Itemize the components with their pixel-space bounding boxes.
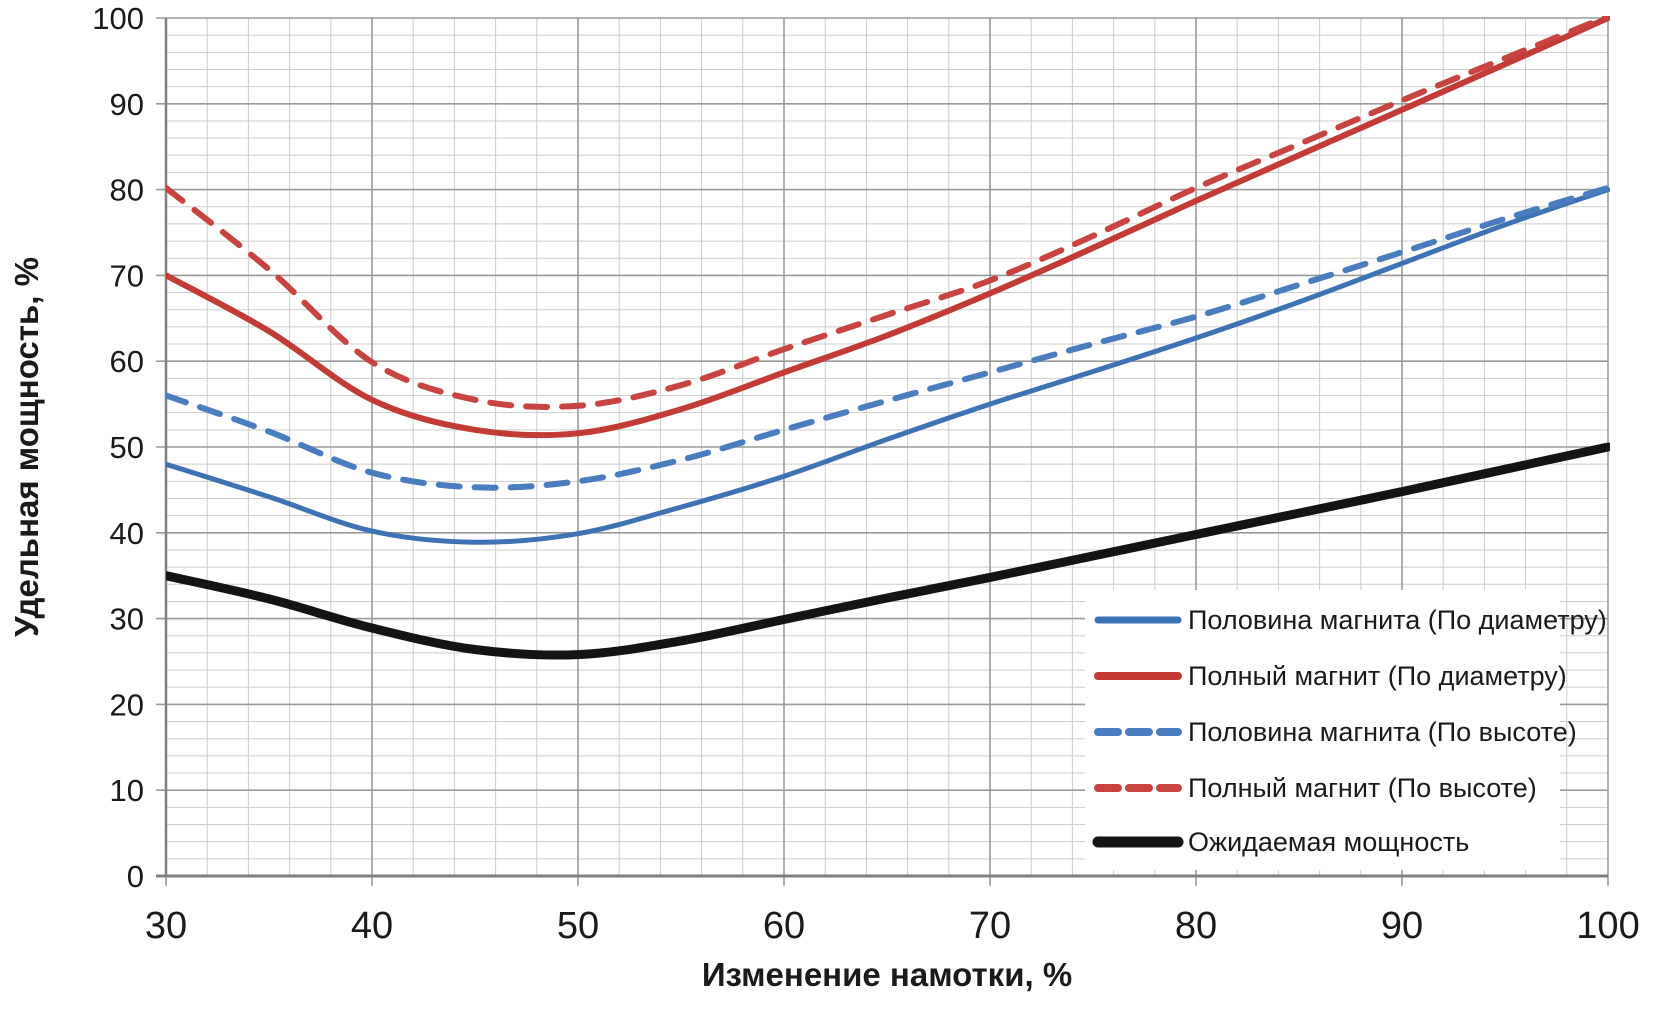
legend-item-label: Полный магнит (По диаметру) [1188, 661, 1567, 691]
series-line-0 [166, 187, 1610, 545]
axis-lines [156, 18, 1608, 878]
legend-item-label: Ожидаемая мощность [1188, 827, 1469, 857]
x-tick-label: 30 [145, 905, 187, 947]
y-tick-label: 30 [110, 602, 144, 637]
y-tick-label: 80 [110, 173, 144, 208]
x-tick-label: 40 [351, 905, 393, 947]
legend-item-label: Половина магнита (По высоте) [1188, 717, 1577, 747]
y-tick-label: 70 [110, 258, 144, 293]
y-tick-label: 0 [127, 859, 144, 894]
series-line-4 [166, 442, 1610, 660]
y-tick-label: 60 [110, 344, 144, 379]
x-tick-label: 50 [557, 905, 599, 947]
legend-item: Половина магнита (По диаметру) [1094, 605, 1607, 635]
legend-item-label: Полный магнит (По высоте) [1188, 773, 1537, 803]
legend-item: Ожидаемая мощность [1092, 827, 1469, 857]
x-axis-title: Изменение намотки, % [702, 956, 1072, 993]
legend-item: Полный магнит (По высоте) [1094, 773, 1537, 803]
y-tick-label: 20 [110, 687, 144, 722]
y-tick-label: 90 [110, 87, 144, 122]
x-tick-label: 100 [1576, 905, 1639, 947]
y-tick-label: 50 [110, 430, 144, 465]
x-tick-label: 80 [1175, 905, 1217, 947]
y-tick-label: 10 [110, 773, 144, 808]
x-tick-label: 70 [969, 905, 1011, 947]
x-tick-label: 60 [763, 905, 805, 947]
legend: Половина магнита (По диаметру) Полный маг… [1085, 590, 1607, 870]
series-line-3 [166, 16, 1610, 410]
legend-item: Половина магнита (По высоте) [1094, 717, 1577, 747]
series-line-2 [166, 184, 1610, 491]
tick-labels: 0 10 20 30 40 50 60 70 80 90 100 30 40 50 60 70 80 90 100 [92, 1, 1639, 947]
y-tick-label: 40 [110, 516, 144, 551]
legend-item-label: Половина магнита (По диаметру) [1188, 605, 1607, 635]
y-axis-title: Удельная мощность, % [8, 257, 45, 637]
y-tick-label: 100 [92, 1, 144, 36]
data-series [166, 16, 1610, 660]
series-line-1 [166, 16, 1610, 439]
legend-item: Полный магнит (По диаметру) [1094, 661, 1567, 691]
x-tick-label: 90 [1381, 905, 1423, 947]
